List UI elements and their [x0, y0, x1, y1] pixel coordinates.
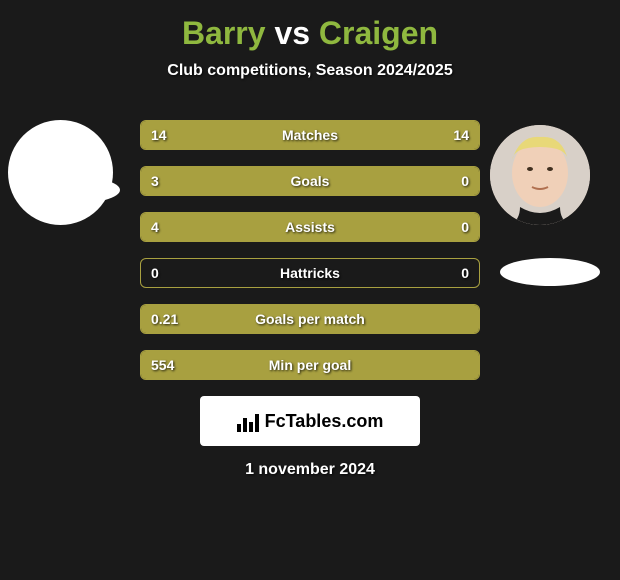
bar-label: Hattricks [280, 265, 340, 281]
player2-team-badge [500, 258, 600, 286]
bar-value-right: 0 [461, 173, 469, 189]
bar-chart-icon [237, 410, 259, 432]
bar-fill-left [141, 213, 405, 241]
bar-value-right: 0 [461, 265, 469, 281]
bar-value-left: 554 [151, 357, 174, 373]
bar-label: Min per goal [269, 357, 351, 373]
subtitle: Club competitions, Season 2024/2025 [0, 62, 620, 80]
comparison-infographic: Barry vs Craigen Club competitions, Seas… [0, 0, 620, 580]
bar-value-left: 14 [151, 127, 167, 143]
bar-value-left: 0 [151, 265, 159, 281]
stat-bar-row: 4 0 Assists [140, 212, 480, 242]
bar-label: Assists [285, 219, 335, 235]
stat-bar-row: 554 Min per goal [140, 350, 480, 380]
player2-face-icon [490, 125, 590, 225]
bar-value-left: 3 [151, 173, 159, 189]
stat-bars: 14 14 Matches 3 0 Goals 4 0 Assists 0 0 Hattricks 0.… [140, 120, 480, 380]
stat-bar-row: 3 0 Goals [140, 166, 480, 196]
bar-value-left: 4 [151, 219, 159, 235]
bar-value-right: 14 [453, 127, 469, 143]
page-title: Barry vs Craigen [0, 15, 620, 52]
bar-fill-left [141, 167, 405, 195]
brand-badge: FcTables.com [200, 396, 420, 446]
bar-label: Goals [291, 173, 330, 189]
bar-label: Goals per match [255, 311, 365, 327]
bar-label: Matches [282, 127, 338, 143]
title-player1: Barry [182, 15, 266, 51]
bar-value-right: 0 [461, 219, 469, 235]
stat-bar-row: 0.21 Goals per match [140, 304, 480, 334]
player1-team-badge [20, 176, 120, 204]
title-player2: Craigen [319, 15, 438, 51]
stat-bar-row: 0 0 Hattricks [140, 258, 480, 288]
bar-value-left: 0.21 [151, 311, 178, 327]
brand-text: FcTables.com [265, 411, 384, 432]
stat-bar-row: 14 14 Matches [140, 120, 480, 150]
footer-date: 1 november 2024 [0, 461, 620, 479]
title-vs: vs [274, 15, 310, 51]
player2-avatar [490, 125, 590, 225]
player1-avatar [8, 120, 113, 225]
